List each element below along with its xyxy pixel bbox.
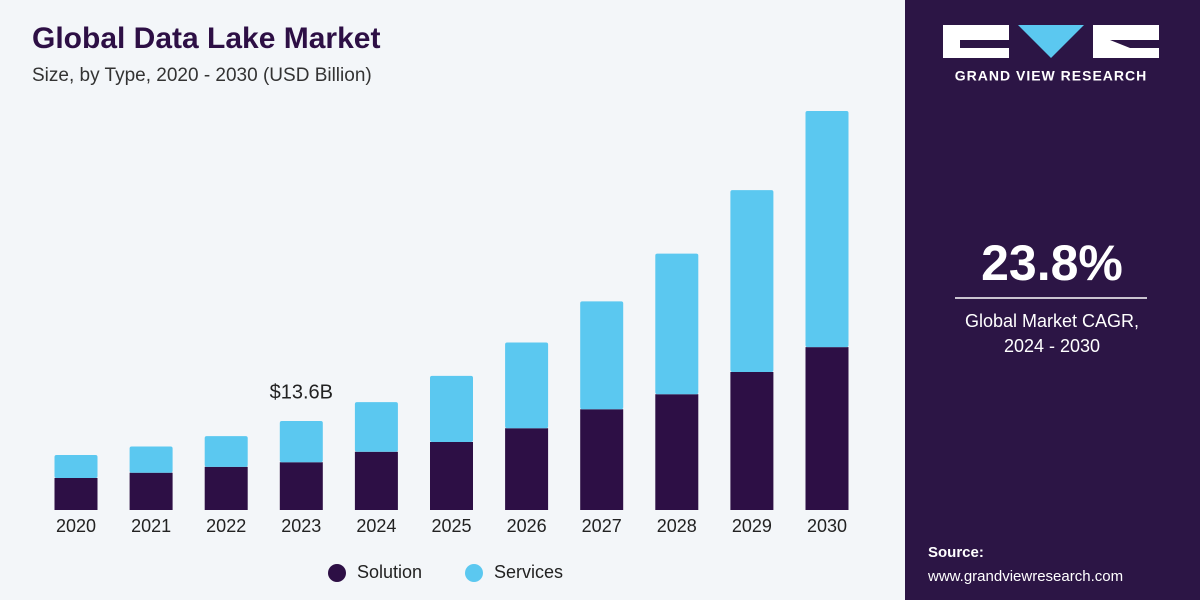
brand-name: GRAND VIEW RESEARCH xyxy=(955,68,1147,84)
x-tick-label: 2022 xyxy=(206,516,246,536)
cagr-value: 23.8% xyxy=(981,235,1123,291)
legend-swatch xyxy=(465,564,483,582)
legend-swatch xyxy=(328,564,346,582)
cagr-caption: Global Market CAGR, xyxy=(965,311,1139,331)
x-tick-label: 2023 xyxy=(281,516,321,536)
logo: GRAND VIEW RESEARCH xyxy=(943,25,1159,84)
logo-cut xyxy=(960,40,1009,48)
bar-segment xyxy=(505,342,549,429)
bar-segment xyxy=(204,466,248,510)
x-tick-label: 2028 xyxy=(657,516,697,536)
bar-segment xyxy=(430,375,473,442)
annotation: $13.6B xyxy=(270,381,333,403)
bar-segment xyxy=(805,347,849,510)
chart-subtitle: Size, by Type, 2020 - 2030 (USD Billion) xyxy=(32,65,372,86)
bar-segment xyxy=(279,462,323,510)
bar-segment xyxy=(129,446,173,473)
x-tick-label: 2020 xyxy=(56,516,96,536)
bar-segment xyxy=(430,441,473,510)
bar-segment xyxy=(730,190,774,372)
plot: 2020 2021 2022 2023 2024 2025 2026 2027 2028 2029… xyxy=(54,111,849,582)
bar-segment xyxy=(580,409,624,510)
x-tick-label: 2030 xyxy=(807,516,847,536)
x-tick-label: 2024 xyxy=(356,516,396,536)
bar-segment xyxy=(54,477,98,510)
bar-segment xyxy=(730,371,774,510)
bar-segment xyxy=(655,253,699,395)
x-tick-label: 2027 xyxy=(582,516,622,536)
chart-title: Global Data Lake Market xyxy=(32,22,380,55)
x-tick-label: 2029 xyxy=(732,516,772,536)
bar-segment xyxy=(805,111,849,348)
x-tick-label: 2021 xyxy=(131,516,171,536)
x-tick-label: 2025 xyxy=(431,516,471,536)
cagr-caption: 2024 - 2030 xyxy=(1004,336,1100,356)
bar-segment xyxy=(354,451,398,510)
source-url: www.grandviewresearch.com xyxy=(927,568,1123,585)
bar-segment xyxy=(54,455,98,478)
bar-segment xyxy=(204,436,248,467)
logo-cut xyxy=(1110,40,1159,48)
x-tick-label: 2026 xyxy=(507,516,547,536)
bar-segment xyxy=(505,428,549,510)
bar-segment xyxy=(279,421,323,463)
source-label: Source: xyxy=(928,544,984,561)
bar-segment xyxy=(354,402,398,452)
sidebar xyxy=(905,0,1200,600)
logo-v xyxy=(1018,25,1084,58)
bar-segment xyxy=(655,394,699,510)
bar-segment xyxy=(580,301,624,410)
legend-label: Solution xyxy=(357,562,422,582)
bar-segment xyxy=(129,472,173,510)
legend-label: Services xyxy=(494,562,563,582)
